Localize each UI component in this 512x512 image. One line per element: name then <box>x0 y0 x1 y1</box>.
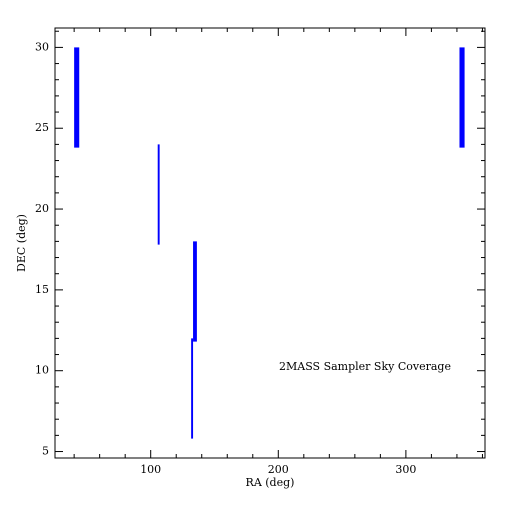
x-axis-label: RA (deg) <box>246 476 295 489</box>
y-tick-label: 10 <box>35 364 49 377</box>
coverage-strip <box>74 47 80 148</box>
x-tick-label: 200 <box>268 463 289 476</box>
plot-frame <box>54 27 486 459</box>
coverage-strip <box>191 338 194 439</box>
coverage-strip <box>459 47 465 148</box>
annotation: 2MASS Sampler Sky Coverage <box>279 360 451 373</box>
y-tick-label: 30 <box>35 40 49 53</box>
coverage-strip <box>157 144 160 245</box>
y-tick-label: 25 <box>35 121 49 134</box>
x-tick-label: 100 <box>140 463 161 476</box>
coverage-strip <box>193 241 197 342</box>
x-tick-label: 300 <box>395 463 416 476</box>
y-tick-label: 15 <box>35 283 49 296</box>
y-tick-label: 20 <box>35 202 49 215</box>
y-axis-label: DEC (deg) <box>15 214 28 272</box>
y-tick-label: 5 <box>42 445 49 458</box>
